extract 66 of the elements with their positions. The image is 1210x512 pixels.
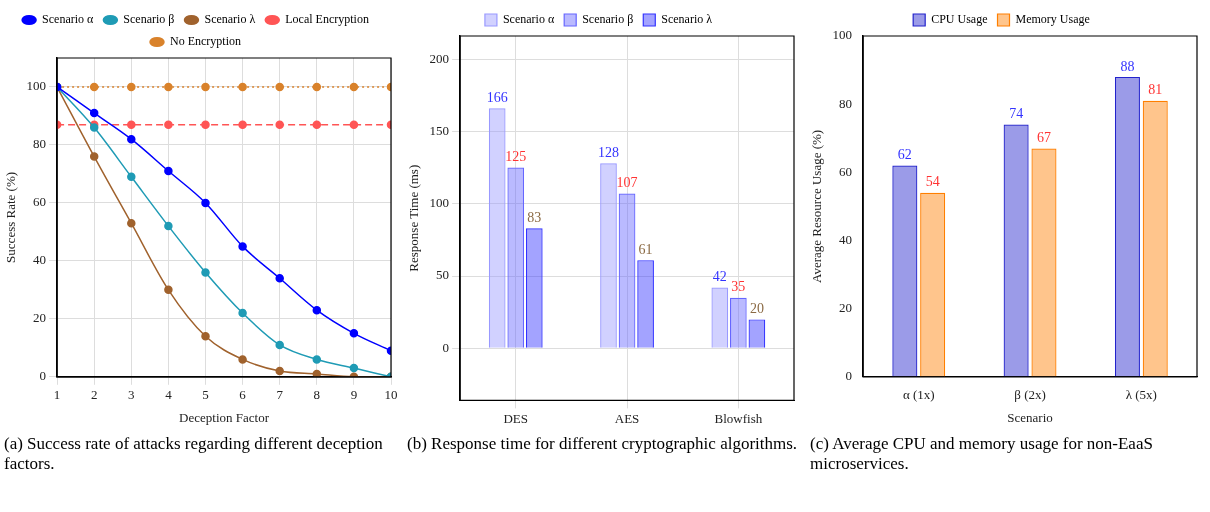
x-tick-label: λ (5x) <box>1125 387 1157 403</box>
data-label: 107 <box>616 175 638 191</box>
y-tick-label: 0 <box>442 339 450 355</box>
x-tick-label: 3 <box>128 387 135 403</box>
y-tick-label: 60 <box>33 194 47 210</box>
x-tick-label: 9 <box>350 387 358 403</box>
data-label: 35 <box>731 279 746 295</box>
y-tick-label: 150 <box>429 122 450 138</box>
legend-label: Scenario α <box>502 12 555 27</box>
legend-label: CPU Usage <box>931 12 988 27</box>
legend-label: No Encryption <box>170 34 242 49</box>
data-label: 125 <box>505 149 527 165</box>
x-tick-label: 7 <box>276 387 284 403</box>
x-tick-label: 4 <box>165 387 173 403</box>
x-tick-label: 5 <box>202 387 209 403</box>
data-label: 42 <box>712 269 727 285</box>
x-tick-label: α (1x) <box>902 387 935 403</box>
x-tick-label: β (2x) <box>1014 387 1046 403</box>
y-axis-title: Response Time (ms) <box>406 164 422 272</box>
x-tick-label: 10 <box>384 387 398 403</box>
legend-label: Scenario λ <box>661 12 713 27</box>
legend-label: Scenario β <box>582 12 634 27</box>
y-tick-label: 60 <box>839 163 853 179</box>
x-axis-title: Deception Factor <box>179 409 270 425</box>
y-tick-label: 0 <box>39 368 47 384</box>
y-axis-title: Success Rate (%) <box>3 171 19 263</box>
data-label: 54 <box>925 174 940 190</box>
legend-label: Local Encryption <box>285 12 369 27</box>
x-tick-label: 8 <box>313 387 321 403</box>
text: (b) Response time for different cryptographic algorithms. <box>406 433 799 454</box>
x-tick-label: 1 <box>53 387 61 403</box>
y-tick-label: 100 <box>832 27 853 43</box>
x-tick-label: 2 <box>90 387 98 403</box>
x-tick-label: Blowfish <box>714 410 763 426</box>
data-label: 20 <box>749 301 764 317</box>
text: (c) Average CPU and memory usage for non-EaaS microservices. <box>809 433 1154 474</box>
legend-label: Scenario λ <box>204 12 256 27</box>
data-label: 62 <box>897 147 912 163</box>
data-label: 83 <box>527 209 542 225</box>
y-tick-label: 40 <box>33 252 47 268</box>
data-label: 74 <box>1009 106 1024 122</box>
x-axis-title: Scenario <box>1007 409 1053 425</box>
y-axis-title: Average Resource Usage (%) <box>809 129 825 283</box>
y-tick-label: 200 <box>429 50 450 66</box>
y-tick-label: 50 <box>436 267 450 283</box>
text: (a) Success rate of attacks regarding different deception factors. <box>3 433 384 474</box>
y-tick-label: 0 <box>845 368 853 384</box>
y-tick-label: 20 <box>839 300 853 316</box>
data-label: 81 <box>1148 82 1163 98</box>
y-tick-label: 100 <box>429 195 450 211</box>
data-label: 128 <box>598 144 619 160</box>
x-tick-label: 6 <box>239 387 247 403</box>
y-tick-label: 40 <box>839 231 853 247</box>
x-tick-label: DES <box>503 410 529 426</box>
legend-label: Scenario β <box>123 12 175 27</box>
data-label: 61 <box>638 241 653 257</box>
y-tick-label: 100 <box>26 78 47 94</box>
data-label: 166 <box>486 89 508 105</box>
data-label: 67 <box>1036 130 1051 146</box>
y-tick-label: 80 <box>839 95 853 111</box>
y-tick-label: 20 <box>33 310 47 326</box>
data-label: 88 <box>1120 58 1135 74</box>
legend-label: Memory Usage <box>1015 12 1090 27</box>
legend-label: Scenario α <box>42 12 95 27</box>
y-tick-label: 80 <box>33 136 47 152</box>
x-tick-label: AES <box>614 410 640 426</box>
